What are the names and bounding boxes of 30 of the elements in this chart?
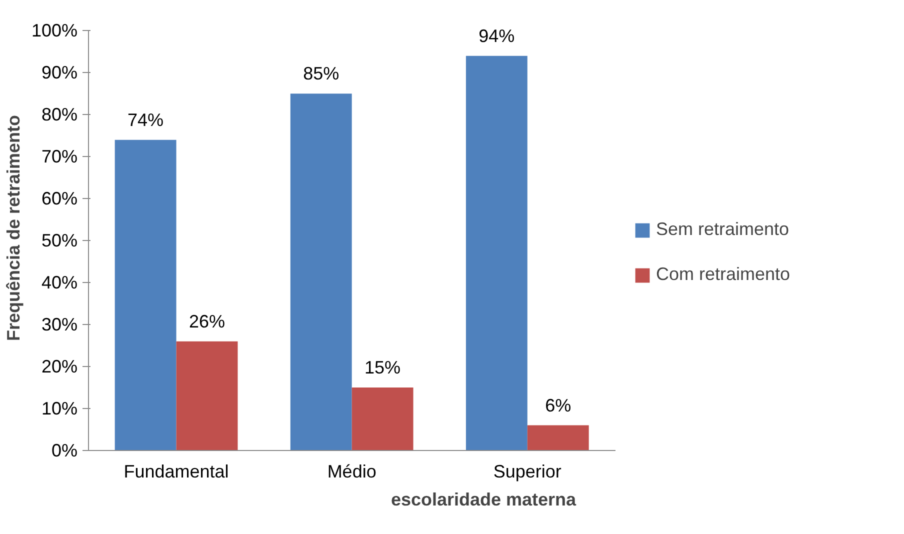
legend-label: Com retraimento xyxy=(656,264,790,285)
y-tick-label: 50% xyxy=(41,230,78,251)
y-axis-title: Frequência de retraimento xyxy=(3,114,24,342)
data-label: 85% xyxy=(303,64,340,84)
x-tick-label: Superior xyxy=(493,462,562,482)
x-tick-label: Médio xyxy=(327,462,376,482)
bar xyxy=(527,425,589,450)
x-axis-title: escolaridade materna xyxy=(390,490,578,510)
legend-label: Sem retraimento xyxy=(656,219,790,240)
data-label: 94% xyxy=(478,26,515,46)
y-tick-label: 70% xyxy=(41,146,78,167)
y-tick-label: 90% xyxy=(41,62,78,83)
data-label: 6% xyxy=(545,395,572,416)
y-tick-label: 10% xyxy=(41,398,78,419)
y-tick-label: 100% xyxy=(31,20,78,41)
data-label: 26% xyxy=(188,311,226,332)
y-tick-label: 40% xyxy=(41,272,78,293)
y-tick-label: 60% xyxy=(41,188,78,209)
x-tick-label: Fundamental xyxy=(124,462,229,482)
y-tick-label: 20% xyxy=(41,356,78,377)
y-tick-label: 0% xyxy=(51,440,78,460)
data-label: 74% xyxy=(128,110,164,130)
data-label: 15% xyxy=(364,358,401,378)
y-tick-label: 80% xyxy=(41,104,78,125)
y-tick-label: 30% xyxy=(41,314,78,335)
bar xyxy=(352,388,414,450)
bar xyxy=(176,341,238,450)
bar xyxy=(290,94,352,450)
bar xyxy=(466,56,528,450)
bar xyxy=(114,140,176,450)
